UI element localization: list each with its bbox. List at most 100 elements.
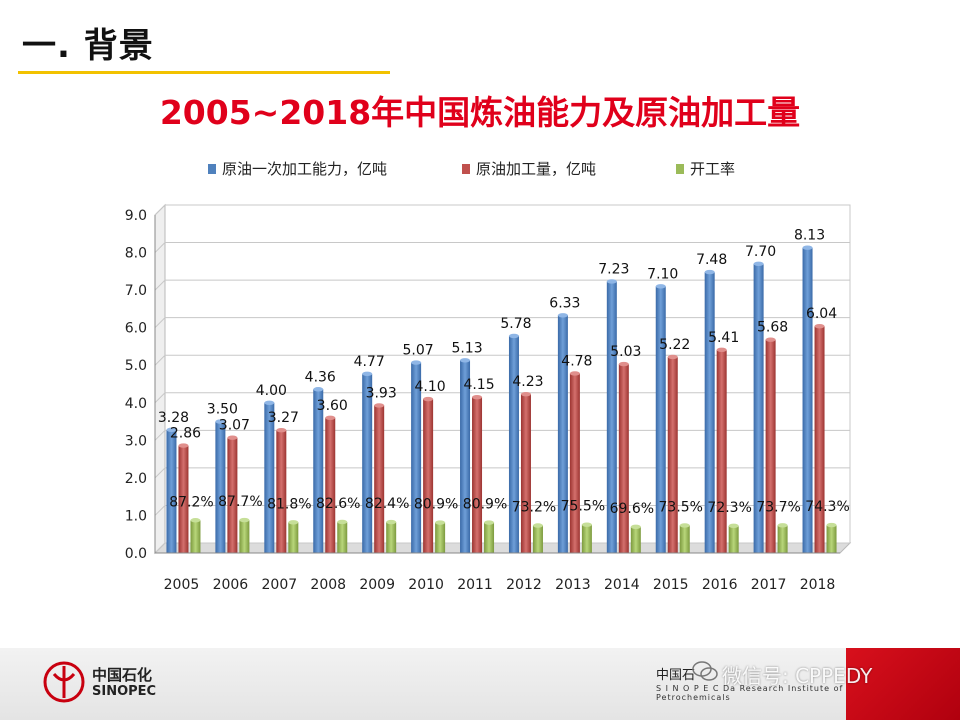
- processing-label: 4.10: [415, 379, 446, 395]
- utilization-label: 73.5%: [659, 499, 703, 515]
- x-tick-label: 2016: [702, 577, 738, 593]
- capacity-label: 6.33: [549, 295, 580, 311]
- y-tick-label: 0.0: [125, 546, 147, 562]
- processing-bar-top: [520, 391, 531, 397]
- processing-bar: [765, 339, 776, 553]
- processing-bar: [569, 373, 580, 553]
- utilization-bar-top: [337, 519, 348, 525]
- processing-label: 5.68: [757, 320, 788, 336]
- section-title: 一. 背景: [22, 26, 154, 66]
- processing-bar: [227, 437, 238, 553]
- utilization-label: 69.6%: [610, 501, 654, 517]
- utilization-label: 75.5%: [561, 499, 605, 515]
- legend-label: 开工率: [690, 160, 735, 178]
- x-tick-label: 2017: [751, 577, 787, 593]
- x-tick-label: 2011: [457, 577, 493, 593]
- capacity-bar: [166, 429, 177, 553]
- processing-label: 3.60: [317, 398, 348, 414]
- x-tick-label: 2014: [604, 577, 640, 593]
- capacity-label: 8.13: [794, 228, 825, 244]
- utilization-bar-top: [630, 524, 641, 530]
- grid-line: [154, 317, 850, 329]
- chart-title: 2005~2018年中国炼油能力及原油加工量: [159, 93, 801, 132]
- processing-bar: [667, 356, 678, 553]
- capacity-bar: [313, 389, 324, 553]
- capacity-bar-top: [215, 419, 226, 424]
- capacity-bar-top: [802, 245, 813, 250]
- capacity-bar: [655, 286, 666, 553]
- grid-line: [154, 242, 850, 253]
- x-axis: 2005 2006 2007 2008 2009 2010 2011 2012 2013 2014…: [155, 552, 840, 593]
- y-tick-label: 4.0: [125, 396, 147, 412]
- processing-label: 3.27: [268, 410, 299, 426]
- capacity-label: 7.10: [647, 266, 678, 282]
- utilization-label: 81.8%: [267, 496, 311, 512]
- capacity-label: 7.23: [598, 261, 629, 277]
- utilization-bar: [435, 522, 446, 553]
- capacity-label: 3.28: [158, 410, 189, 426]
- capacity-bar-top: [606, 279, 617, 284]
- x-tick-label: 2005: [164, 577, 200, 593]
- utilization-bar: [288, 522, 299, 553]
- utilization-bar-top: [288, 520, 299, 525]
- utilization-label: 80.9%: [463, 497, 507, 513]
- y-tick-label: 8.0: [125, 246, 147, 262]
- capacity-bar-top: [704, 269, 715, 275]
- capacity-bar: [606, 281, 617, 553]
- capacity-label: 4.00: [256, 383, 287, 399]
- processing-bar-top: [618, 361, 629, 367]
- capacity-bar-top: [166, 427, 177, 433]
- utilization-label: 74.3%: [805, 499, 849, 515]
- processing-label: 5.22: [659, 337, 690, 353]
- utilization-label: 72.3%: [707, 500, 751, 516]
- capacity-bar: [411, 362, 422, 553]
- brand-name-cn: 中国石化: [92, 666, 153, 684]
- processing-label: 4.78: [561, 353, 592, 369]
- utilization-bar-top: [386, 519, 397, 525]
- utilization-bar: [728, 525, 739, 553]
- utilization-bar: [777, 525, 788, 553]
- grid-line: [154, 354, 850, 366]
- processing-bar: [716, 349, 727, 553]
- y-tick-label: 7.0: [125, 283, 147, 299]
- utilization-bar: [337, 521, 348, 553]
- utilization-label: 82.6%: [316, 496, 360, 512]
- processing-label: 6.04: [806, 306, 837, 322]
- processing-label: 5.41: [708, 330, 739, 346]
- processing-bar-top: [423, 396, 434, 402]
- capacity-bar: [264, 402, 275, 553]
- processing-bar: [178, 445, 189, 553]
- capacity-label: 7.48: [696, 252, 727, 268]
- capacity-bar-top: [508, 333, 519, 339]
- processing-label: 2.86: [170, 426, 201, 442]
- capacity-label: 5.13: [451, 340, 482, 356]
- x-tick-label: 2009: [359, 577, 395, 593]
- processing-bar-top: [569, 371, 580, 376]
- y-tick-label: 1.0: [125, 508, 147, 524]
- processing-bar: [374, 405, 385, 553]
- utilization-bar-top: [190, 518, 201, 523]
- capacity-bar: [508, 335, 519, 553]
- grid-line: [154, 204, 850, 216]
- capacity-bar: [704, 272, 715, 553]
- capacity-label: 5.07: [403, 343, 434, 359]
- plot-floor: [153, 542, 852, 554]
- utilization-bar-top: [435, 520, 446, 525]
- legend-label: 原油加工量，亿吨: [476, 160, 596, 178]
- y-tick-label: 6.0: [125, 321, 147, 337]
- x-tick-label: 2007: [262, 577, 298, 593]
- institute-name-en: S I N O P E C Da Research Institute of P…: [656, 684, 919, 702]
- capacity-bar: [460, 360, 471, 553]
- x-tick-label: 2018: [800, 577, 836, 593]
- legend-swatch: [208, 164, 216, 174]
- utilization-label: 73.2%: [512, 500, 556, 516]
- x-tick-label: 2012: [506, 577, 542, 593]
- processing-bar-top: [716, 347, 727, 353]
- processing-bar: [325, 417, 336, 553]
- capacity-label: 3.50: [207, 402, 238, 418]
- processing-bar-top: [667, 354, 678, 360]
- institute-name-cn: 中国石: [656, 668, 696, 683]
- x-tick-label: 2013: [555, 577, 591, 593]
- processing-bar: [276, 430, 287, 553]
- processing-bar-top: [814, 323, 825, 329]
